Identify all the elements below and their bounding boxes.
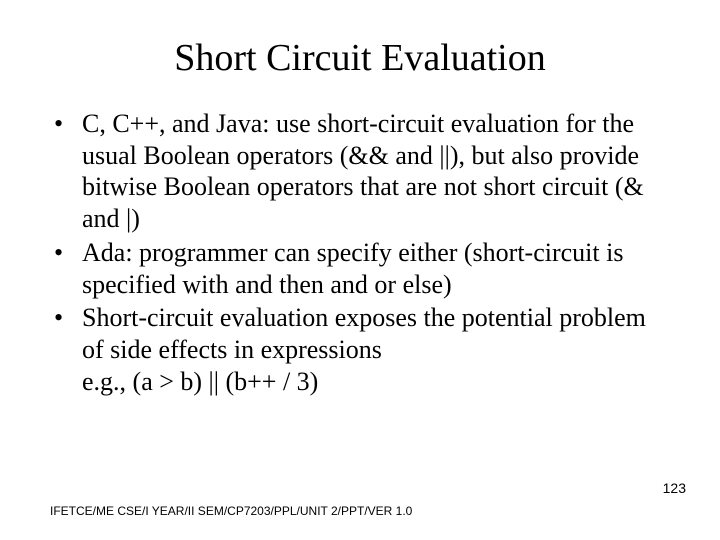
bullet-text: Short-circuit evaluation exposes the pot…: [82, 303, 646, 364]
bullet-item: Short-circuit evaluation exposes the pot…: [54, 302, 670, 397]
slide-title: Short Circuit Evaluation: [50, 36, 670, 80]
footer-text: IFETCE/ME CSE/I YEAR/II SEM/CP7203/PPL/U…: [50, 504, 412, 518]
slide: Short Circuit Evaluation C, C++, and Jav…: [0, 0, 720, 540]
bullet-item: C, C++, and Java: use short-circuit eval…: [54, 108, 670, 235]
bullet-list: C, C++, and Java: use short-circuit eval…: [50, 108, 670, 397]
page-number: 123: [663, 480, 686, 496]
bullet-item: Ada: programmer can specify either (shor…: [54, 237, 670, 300]
example-line: e.g., (a > b) || (b++ / 3): [82, 366, 670, 398]
